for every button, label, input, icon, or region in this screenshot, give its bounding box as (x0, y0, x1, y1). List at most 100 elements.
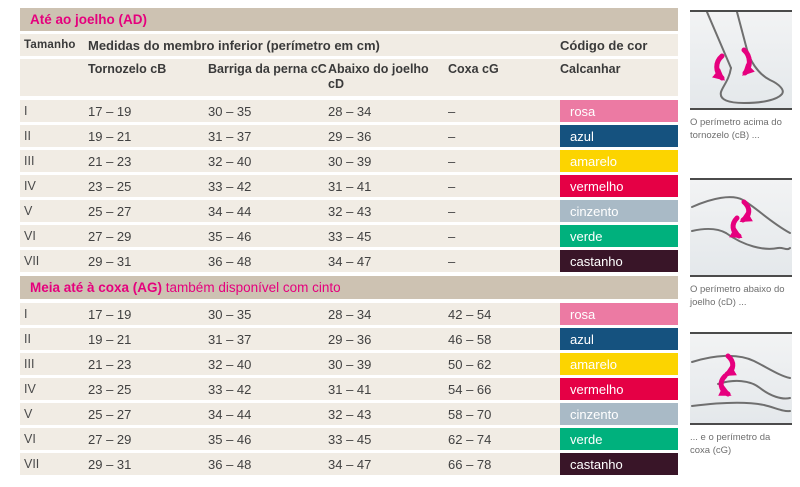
size-cell: III (24, 154, 35, 168)
below-knee-cell: 32 – 43 (328, 203, 372, 219)
table-row: V 25 – 27 34 – 44 32 – 43 – cinzento (20, 200, 678, 222)
size-cell: I (24, 307, 28, 321)
below-knee-cell: 28 – 34 (328, 306, 372, 322)
calf-cell: 35 – 46 (208, 228, 252, 244)
figure-caption: O perímetro abaixo do joelho (cD) ... (690, 284, 785, 308)
color-swatch-cinzento: cinzento (560, 200, 678, 222)
col-header-calf: Barriga da perna cC (208, 62, 327, 76)
ankle-cell: 23 – 25 (88, 178, 132, 194)
ankle-cell: 21 – 23 (88, 356, 132, 372)
below-knee-measure-illustration (690, 178, 792, 277)
col-header-measures: Medidas do membro inferior (perímetro em… (88, 37, 380, 53)
table-row: VII 29 – 31 36 – 48 34 – 47 66 – 78 castanho (20, 453, 678, 475)
size-cell: II (24, 332, 31, 346)
section-title: Meia até à coxa (AG) (30, 280, 163, 295)
calf-cell: 36 – 48 (208, 456, 252, 472)
ankle-cell: 25 – 27 (88, 203, 132, 219)
thigh-cell: 54 – 66 (448, 381, 492, 397)
color-swatch-castanho: castanho (560, 250, 678, 272)
calf-cell: 34 – 44 (208, 406, 252, 422)
col-header-thigh: Coxa cG (448, 62, 499, 76)
table-row: VI 27 – 29 35 – 46 33 – 45 62 – 74 verde (20, 428, 678, 450)
table-row: VI 27 – 29 35 – 46 33 – 45 – verde (20, 225, 678, 247)
size-cell: VI (24, 229, 36, 243)
color-swatch-azul: azul (560, 125, 678, 147)
below-knee-cell: 28 – 34 (328, 103, 372, 119)
color-swatch-azul: azul (560, 328, 678, 350)
thigh-cell: 62 – 74 (448, 431, 492, 447)
thigh-cell: – (448, 228, 456, 244)
color-swatch-rosa: rosa (560, 100, 678, 122)
calf-cell: 31 – 37 (208, 331, 252, 347)
figure-ankle: O perímetro acima do tornozelo (cB) ... (690, 10, 792, 142)
figure-caption: O perímetro acima do tornozelo (cB) ... (690, 117, 782, 141)
color-swatch-cinzento: cinzento (560, 403, 678, 425)
size-cell: IV (24, 382, 36, 396)
ankle-cell: 25 – 27 (88, 406, 132, 422)
thigh-cell: 50 – 62 (448, 356, 492, 372)
size-cell: VI (24, 432, 36, 446)
section-title: Até ao joelho (AD) (30, 12, 147, 27)
col-header-below-knee: Abaixo do joelho cD (328, 62, 429, 91)
size-cell: I (24, 104, 28, 118)
below-knee-cell: 30 – 39 (328, 153, 372, 169)
below-knee-cell: 31 – 41 (328, 178, 372, 194)
thigh-measure-illustration (690, 332, 792, 425)
size-cell: V (24, 204, 33, 218)
table-row: III 21 – 23 32 – 40 30 – 39 50 – 62 amarelo (20, 353, 678, 375)
col-header-spacer (20, 59, 88, 62)
table-row: III 21 – 23 32 – 40 30 – 39 – amarelo (20, 150, 678, 172)
color-swatch-amarelo: amarelo (560, 150, 678, 172)
calf-cell: 32 – 40 (208, 153, 252, 169)
size-cell: V (24, 407, 33, 421)
header-row-columns: Tornozelo cB Barriga da perna cC Abaixo … (20, 59, 678, 96)
thigh-cell: 58 – 70 (448, 406, 492, 422)
figure-below-knee: O perímetro abaixo do joelho (cD) ... (690, 178, 792, 309)
thigh-cell: – (448, 253, 456, 269)
table-row: II 19 – 21 31 – 37 29 – 36 46 – 58 azul (20, 328, 678, 350)
col-header-color-code: Código de cor (560, 37, 648, 53)
thigh-cell: 66 – 78 (448, 456, 492, 472)
section-subtitle: também disponível com cinto (162, 280, 341, 295)
table-row: IV 23 – 25 33 – 42 31 – 41 – vermelho (20, 175, 678, 197)
thigh-cell: – (448, 203, 456, 219)
size-cell: II (24, 129, 31, 143)
below-knee-cell: 30 – 39 (328, 356, 372, 372)
calf-cell: 30 – 35 (208, 306, 252, 322)
table-row: I 17 – 19 30 – 35 28 – 34 – rosa (20, 100, 678, 122)
size-table: Até ao joelho (AD) Tamanho Medidas do me… (20, 8, 678, 478)
figure-thigh: ... e o perímetro da coxa (cG) (690, 332, 792, 457)
below-knee-cell: 34 – 47 (328, 456, 372, 472)
thigh-cell: – (448, 153, 456, 169)
below-knee-cell: 31 – 41 (328, 381, 372, 397)
thigh-cell: – (448, 128, 456, 144)
table-row: V 25 – 27 34 – 44 32 – 43 58 – 70 cinzento (20, 403, 678, 425)
size-cell: VII (24, 457, 40, 471)
ankle-cell: 21 – 23 (88, 153, 132, 169)
ankle-cell: 27 – 29 (88, 431, 132, 447)
below-knee-cell: 29 – 36 (328, 128, 372, 144)
calf-cell: 30 – 35 (208, 103, 252, 119)
rows-section-thigh: I 17 – 19 30 – 35 28 – 34 42 – 54 rosa II 19 – … (20, 303, 678, 475)
thigh-cell: 46 – 58 (448, 331, 492, 347)
below-knee-cell: 29 – 36 (328, 331, 372, 347)
below-knee-cell: 32 – 43 (328, 406, 372, 422)
color-swatch-verde: verde (560, 428, 678, 450)
calf-cell: 31 – 37 (208, 128, 252, 144)
color-swatch-castanho: castanho (560, 453, 678, 475)
col-header-size: Tamanho (24, 39, 76, 51)
thigh-cell: – (448, 103, 456, 119)
ankle-cell: 29 – 31 (88, 253, 132, 269)
table-row: VII 29 – 31 36 – 48 34 – 47 – castanho (20, 250, 678, 272)
below-knee-illustration-svg (691, 196, 791, 251)
thigh-illustration-svg (691, 353, 791, 413)
calf-cell: 33 – 42 (208, 381, 252, 397)
color-swatch-verde: verde (560, 225, 678, 247)
calf-cell: 34 – 44 (208, 203, 252, 219)
table-row: IV 23 – 25 33 – 42 31 – 41 54 – 66 vermelho (20, 378, 678, 400)
table-row: I 17 – 19 30 – 35 28 – 34 42 – 54 rosa (20, 303, 678, 325)
ankle-cell: 19 – 21 (88, 331, 132, 347)
ankle-cell: 19 – 21 (88, 128, 132, 144)
col-header-heel: Calcanhar (560, 62, 621, 76)
